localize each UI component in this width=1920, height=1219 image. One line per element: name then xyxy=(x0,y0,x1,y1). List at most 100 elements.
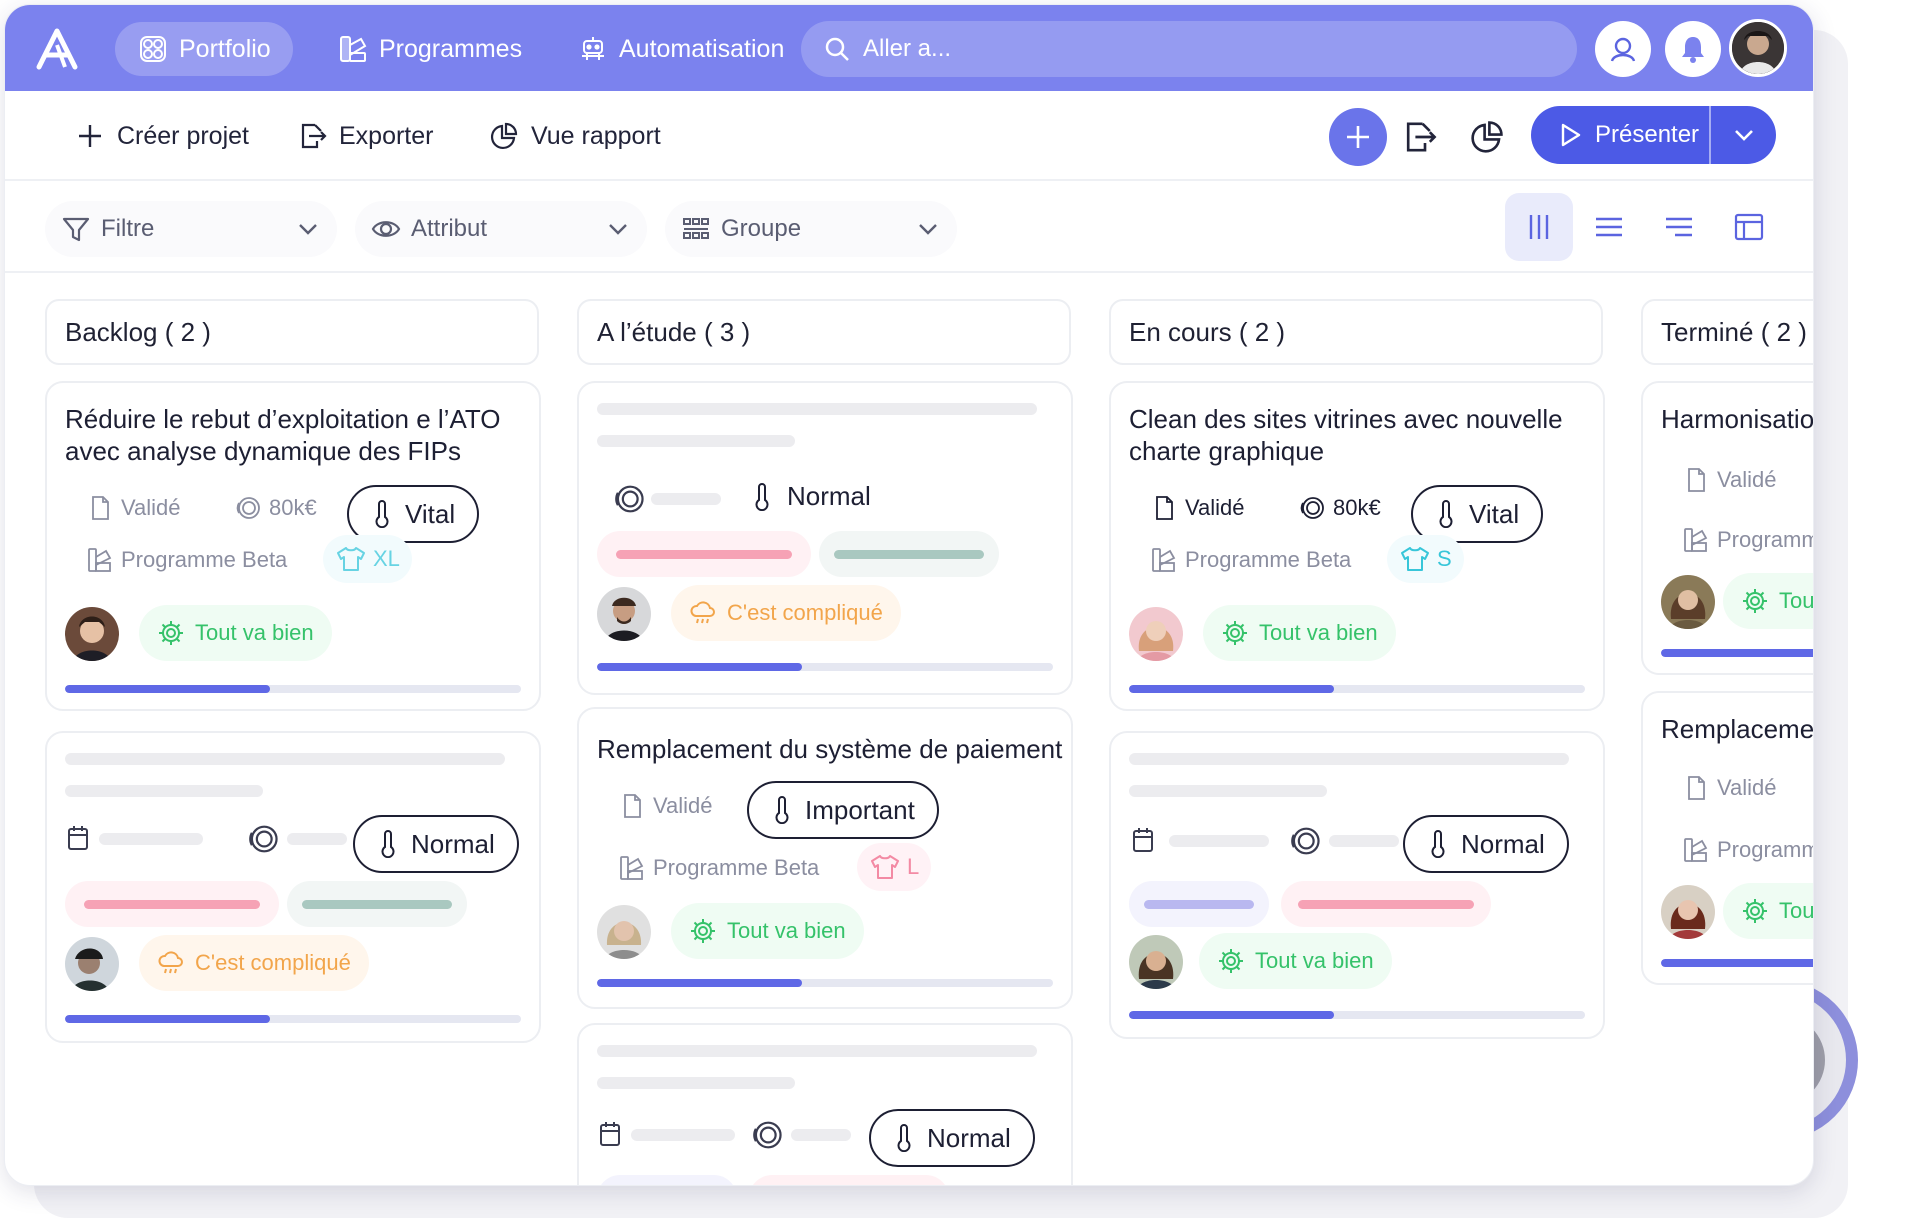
priority-badge[interactable]: Normal xyxy=(869,1109,1035,1167)
nav-tab-label: Automatisation xyxy=(619,34,785,63)
export-label: Exporter xyxy=(339,121,434,150)
doc-status-label: Validé xyxy=(1717,775,1777,800)
card-title: Remplacement xyxy=(1661,714,1814,744)
owner-avatar[interactable] xyxy=(65,607,119,661)
card-title: avec analyse dynamique des FIPs xyxy=(65,436,461,466)
project-card[interactable]: Clean des sites vitrines avec nouvelle c… xyxy=(1109,381,1605,711)
plus-icon xyxy=(1347,126,1369,148)
program: Programme Beta xyxy=(87,547,287,573)
project-card[interactable]: Réduire le rebut d’exploitation e l’ATO … xyxy=(45,381,541,711)
health-badge: C'est compliqué xyxy=(671,585,901,641)
placeholder-line xyxy=(597,403,1037,415)
priority-badge[interactable]: Normal xyxy=(353,815,519,873)
progress-fill xyxy=(1661,649,1813,657)
nav-tab-automatisation[interactable]: Automatisation xyxy=(555,22,806,76)
priority-badge[interactable]: Important xyxy=(747,781,939,839)
search-icon xyxy=(825,37,849,61)
columns-icon xyxy=(1529,215,1549,239)
priority-badge[interactable]: Vital xyxy=(1411,485,1544,543)
owner-avatar[interactable] xyxy=(1129,607,1183,661)
document-icon xyxy=(1156,496,1173,520)
size-label: XL xyxy=(373,546,400,571)
owner-avatar[interactable] xyxy=(1661,575,1715,629)
health-badge: C'est compliqué xyxy=(139,935,369,991)
health-badge: Tout va bien xyxy=(671,903,864,959)
list-view-button[interactable] xyxy=(1575,193,1643,261)
table-view-button[interactable] xyxy=(1715,193,1783,261)
group-dropdown[interactable]: Groupe xyxy=(665,201,957,257)
present-button[interactable]: Présenter xyxy=(1531,106,1711,164)
priority-badge[interactable]: Vital xyxy=(347,485,480,543)
search-bar[interactable]: Aller a... xyxy=(801,21,1577,77)
progress-bar xyxy=(65,685,521,693)
tshirt-icon xyxy=(871,855,899,879)
gantt-view-button[interactable] xyxy=(1645,193,1713,261)
owner-avatar[interactable] xyxy=(1129,935,1183,989)
present-dropdown-button[interactable] xyxy=(1711,122,1776,148)
priority-badge[interactable]: Normal xyxy=(1403,815,1569,873)
filter-dropdown[interactable]: Filtre xyxy=(45,201,337,257)
column-header-backlog[interactable]: Backlog ( 2 ) xyxy=(45,299,539,365)
layout-icon xyxy=(1734,213,1764,241)
export-button[interactable]: Exporter xyxy=(297,115,433,157)
project-card[interactable]: Remplacement Validé Programme Beta Tout … xyxy=(1641,691,1814,985)
export-icon[interactable] xyxy=(1401,119,1437,155)
add-button[interactable] xyxy=(1329,108,1387,166)
placeholder-line xyxy=(1129,753,1569,765)
project-card[interactable]: Remplacement du système de paiement Vali… xyxy=(577,707,1073,1009)
app-logo-icon[interactable] xyxy=(35,27,79,71)
progress-fill xyxy=(1661,959,1813,967)
project-card-skeleton[interactable]: Normal xyxy=(577,1023,1073,1185)
card-title: Clean des sites vitrines avec nouvelle xyxy=(1129,404,1563,434)
column-header-termine[interactable]: Terminé ( 2 ) xyxy=(1641,299,1813,365)
owner-avatar[interactable] xyxy=(597,587,651,641)
thermometer-icon xyxy=(1431,830,1445,858)
nav-tab-label: Programmes xyxy=(379,34,523,63)
pie-chart-icon[interactable] xyxy=(1469,119,1505,155)
program-label: Programme Beta xyxy=(121,547,288,572)
column-header-etude[interactable]: A l’étude ( 3 ) xyxy=(577,299,1071,365)
owner-avatar[interactable] xyxy=(1661,885,1715,939)
owner-avatar[interactable] xyxy=(65,937,119,991)
create-project-button[interactable]: Créer projet xyxy=(75,115,249,157)
column-header-en-cours[interactable]: En cours ( 2 ) xyxy=(1109,299,1603,365)
nav-tab-programmes[interactable]: Programmes xyxy=(315,22,544,76)
card-title: Remplacement du système de paiement xyxy=(597,734,1063,764)
report-view-button[interactable]: Vue rapport xyxy=(489,115,661,157)
column-title: A l’étude ( 3 ) xyxy=(597,316,751,347)
programmes-icon xyxy=(88,548,112,572)
calendar-icon xyxy=(68,826,88,850)
progress-bar xyxy=(597,979,1053,987)
column-title: En cours ( 2 ) xyxy=(1129,316,1286,347)
attribute-dropdown[interactable]: Attribut xyxy=(355,201,647,257)
nav-tab-portfolio[interactable]: Portfolio xyxy=(115,22,293,76)
size-badge: L xyxy=(857,843,932,891)
user-avatar[interactable] xyxy=(1729,19,1787,77)
placeholder-line xyxy=(65,785,263,797)
placeholder-line xyxy=(791,1129,851,1141)
chevron-down-icon xyxy=(299,224,317,235)
placeholder-pill xyxy=(597,1175,737,1185)
progress-fill xyxy=(65,1015,271,1023)
progress-bar xyxy=(597,663,1053,671)
size-label: S xyxy=(1437,546,1452,571)
profile-button[interactable] xyxy=(1595,21,1651,77)
owner-avatar[interactable] xyxy=(597,905,651,959)
program-label: Programme Beta xyxy=(1185,547,1352,572)
gear-icon xyxy=(1223,621,1247,645)
project-card-skeleton[interactable]: Normal C'est compliqué xyxy=(577,381,1073,695)
project-card-skeleton[interactable]: Normal C'est compliqué xyxy=(45,731,541,1043)
programmes-icon xyxy=(1152,548,1176,572)
placeholder-pill xyxy=(819,531,999,577)
project-card-skeleton[interactable]: Normal Tout va bien xyxy=(1109,731,1605,1039)
placeholder-line xyxy=(597,1045,1037,1057)
notifications-button[interactable] xyxy=(1665,21,1721,77)
priority-label: Normal xyxy=(411,828,495,859)
project-card[interactable]: Harmonisation Validé Programme Beta Tout… xyxy=(1641,381,1813,675)
pie-chart-icon xyxy=(490,122,518,150)
kanban-view-button[interactable] xyxy=(1505,193,1573,261)
progress-fill xyxy=(597,663,803,671)
health-badge: Tout va bien xyxy=(1199,933,1392,989)
placeholder-pill xyxy=(1129,881,1269,927)
attribute-label: Attribut xyxy=(411,215,488,242)
